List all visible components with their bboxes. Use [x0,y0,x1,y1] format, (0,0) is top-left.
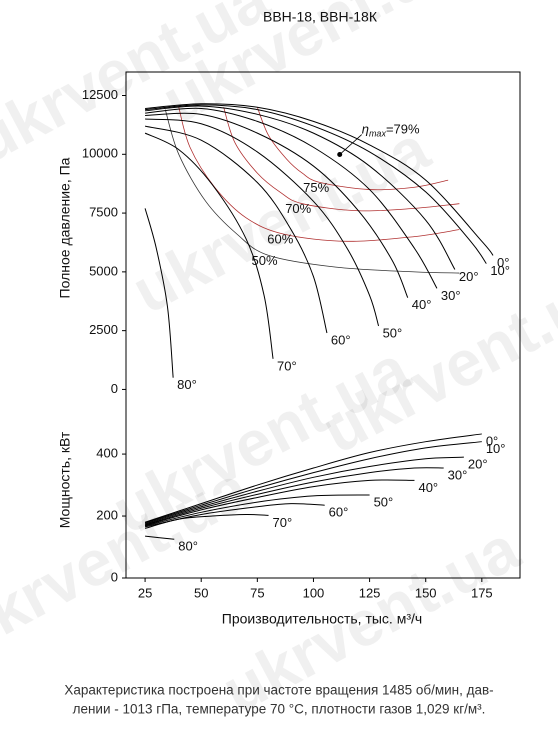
curve [145,118,380,327]
efficiency-label: 60% [267,232,293,247]
efficiency-label: 70% [285,201,311,216]
y-axis-label: Полное давление, Па [57,157,73,298]
y-tick-label: 0 [111,569,118,584]
efficiency-curve [256,107,449,191]
y-tick-label: 400 [96,446,118,461]
curve [144,456,464,525]
annotation-part: max [369,129,387,139]
annotation: ηmax=79% [362,122,420,139]
curve [145,105,456,270]
y-tick-label: 12500 [82,87,118,102]
angle-label: 30° [448,467,468,482]
angle-label: 70° [273,515,293,530]
efficiency-label: 75% [303,180,329,195]
curve [144,479,415,526]
y-tick-label: 10000 [82,146,118,161]
angle-label: 10° [486,441,506,456]
y-tick-label: 5000 [89,263,118,278]
curve [145,107,438,289]
curve [144,494,370,527]
angle-label: 60° [331,332,351,347]
x-tick-label: 125 [359,585,381,600]
curve [144,467,444,526]
y-tick-label: 0 [111,381,118,396]
angle-label: 60° [329,505,349,520]
angle-label: 40° [412,297,432,312]
curve [144,441,482,524]
y-tick-label: 200 [96,507,118,522]
angle-label: 50° [374,494,394,509]
efficiency-curve [223,107,460,212]
y-tick-label: 2500 [89,322,118,337]
angle-label: 0° [486,433,498,448]
annotation-part: =79% [386,122,420,137]
angle-label: 30° [441,288,461,303]
plot-frame [125,71,521,579]
x-axis-label: Производительность, тыс. м³/ч [222,611,422,627]
annotation-leader [339,134,362,155]
angle-label: 20° [468,457,488,472]
curve [144,433,482,523]
efficiency-label: 50% [252,253,278,268]
x-tick-label: 50 [194,585,208,600]
angle-label: 80° [178,539,198,554]
x-tick-label: 175 [471,585,493,600]
curve [144,125,328,334]
x-tick-label: 150 [415,585,437,600]
chart-title: ВВН-18, ВВН-18К [263,9,378,25]
angle-label: 80° [177,377,197,392]
curve [145,535,175,540]
annotation-part: η [362,122,369,137]
footnote: Характеристика построена при частоте вра… [64,683,493,698]
curve [145,103,494,256]
curve [144,208,174,378]
angle-label: 70° [277,358,297,373]
x-tick-label: 25 [138,585,152,600]
efficiency-curve [164,109,460,274]
efficiency-curve [178,107,460,242]
curve [145,112,409,298]
angle-label: 10° [490,263,510,278]
curve [145,104,487,264]
curve [144,513,269,529]
y-tick-label: 7500 [89,205,118,220]
footnote: лении - 1013 гПа, температуре 70 °С, пло… [73,702,486,717]
angle-label: 20° [459,269,479,284]
y-axis-label: Мощность, кВт [57,431,73,528]
x-tick-label: 100 [303,585,325,600]
x-tick-label: 75 [250,585,264,600]
curve [144,132,274,359]
angle-label: 50° [383,325,403,340]
angle-label: 0° [497,255,509,270]
angle-label: 40° [418,480,438,495]
